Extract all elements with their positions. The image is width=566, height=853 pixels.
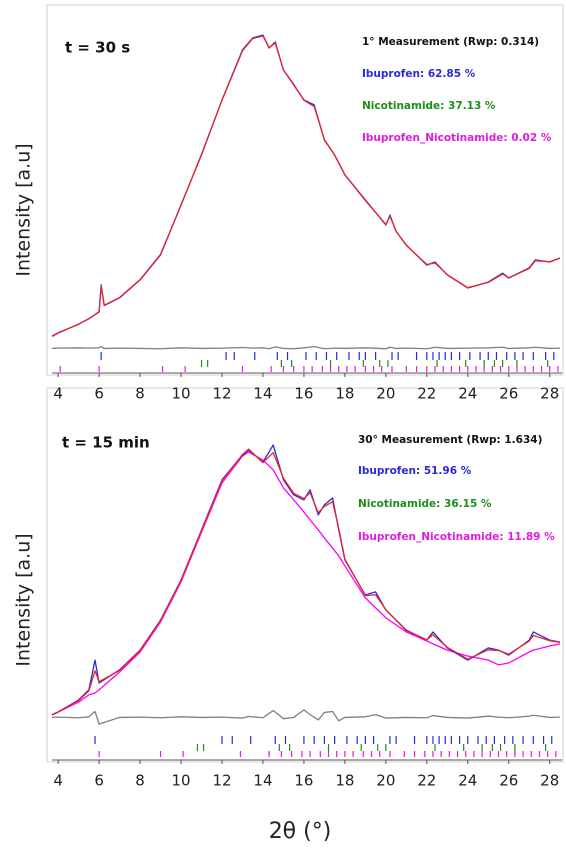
phase-label: Ibuprofen_Nicotinamide: 0.02 % [362, 132, 552, 144]
pattern-line [51, 444, 561, 716]
x-tick-label: 22 [417, 385, 436, 403]
measurement-label: 30° Measurement (Rwp: 1.634) [358, 434, 542, 446]
x-tick-label: 12 [212, 772, 231, 790]
y-axis-label: Intensity [a.u] [13, 533, 35, 666]
x-tick-label: 6 [94, 772, 104, 790]
panel-annotation: t = 30 s [65, 39, 130, 57]
phase-label: Nicotinamide: 36.15 % [358, 498, 492, 510]
x-tick-label: 24 [458, 772, 477, 790]
y-axis-label: Intensity [a.u] [13, 143, 35, 276]
pattern-line [51, 448, 561, 716]
x-tick-label: 26 [499, 772, 518, 790]
x-tick-label: 12 [212, 385, 231, 403]
phase-label: Ibuprofen_Nicotinamide: 11.89 % [358, 531, 555, 543]
pattern-line [51, 451, 561, 716]
phase-label: Ibuprofen: 62.85 % [362, 68, 476, 80]
x-tick-label: 18 [335, 772, 354, 790]
x-tick-label: 26 [499, 385, 518, 403]
pattern-line [51, 345, 560, 350]
x-tick-label: 20 [376, 385, 395, 403]
panel-annotation: t = 15 min [62, 434, 150, 452]
x-tick-label: 6 [94, 385, 104, 403]
pattern-line [51, 35, 561, 337]
x-tick-label: 18 [335, 385, 354, 403]
x-tick-label: 24 [458, 385, 477, 403]
measurement-label: 1° Measurement (Rwp: 0.314) [362, 36, 539, 48]
x-tick-label: 4 [53, 772, 63, 790]
x-tick-label: 10 [171, 772, 190, 790]
x-tick-label: 28 [540, 772, 559, 790]
x-tick-label: 10 [171, 385, 190, 403]
x-tick-label: 16 [294, 385, 313, 403]
x-tick-label: 4 [53, 385, 63, 403]
x-tick-label: 28 [540, 385, 559, 403]
x-tick-label: 8 [135, 385, 145, 403]
x-tick-label: 16 [294, 772, 313, 790]
x-tick-label: 14 [253, 772, 272, 790]
phase-label: Nicotinamide: 37.13 % [362, 100, 496, 112]
phase-label: Ibuprofen: 51.96 % [358, 465, 472, 477]
x-tick-label: 20 [376, 772, 395, 790]
panel-frame [46, 387, 564, 763]
pattern-line [51, 709, 560, 725]
x-tick-label: 22 [417, 772, 436, 790]
x-tick-label: 14 [253, 385, 272, 403]
pattern-line [51, 34, 561, 337]
x-tick-label: 8 [135, 772, 145, 790]
x-axis-label: 2θ (°) [269, 819, 332, 844]
panel-frame [46, 4, 564, 376]
